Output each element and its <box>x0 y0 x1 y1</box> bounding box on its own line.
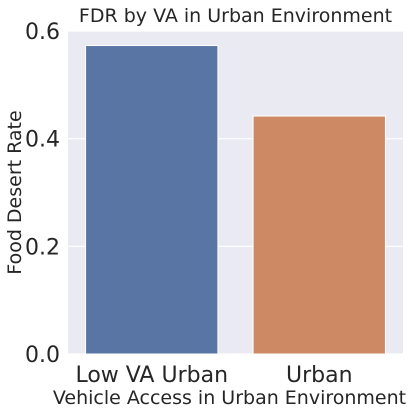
y-tick-label: 0.0 <box>25 343 60 368</box>
y-tick-label: 0.6 <box>25 20 60 45</box>
bar-low-va-urban <box>85 45 219 355</box>
y-axis-ticks: 0.0 0.2 0.4 0.6 <box>25 20 60 368</box>
y-tick-label: 0.4 <box>25 128 60 153</box>
bars <box>85 45 386 355</box>
y-tick-label: 0.2 <box>25 235 60 260</box>
bar-urban <box>252 115 386 355</box>
x-axis-ticks: Low VA Urban Urban <box>75 363 352 388</box>
x-axis-label: Vehicle Access in Urban Environment <box>53 387 406 409</box>
y-axis-label: Food Desert Rate <box>4 110 26 274</box>
chart-title: FDR by VA in Urban Environment <box>79 5 392 27</box>
x-tick-label: Low VA Urban <box>75 363 228 388</box>
x-tick-label: Urban <box>286 363 353 388</box>
